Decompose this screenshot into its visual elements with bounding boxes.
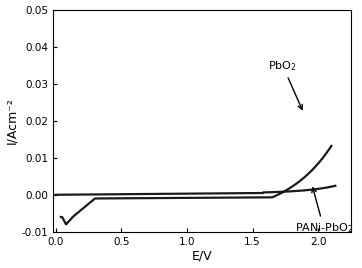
Y-axis label: I/Acm⁻²: I/Acm⁻² (5, 97, 18, 144)
Text: PbO$_2$: PbO$_2$ (268, 59, 302, 109)
Text: PANi-PbO$_2$: PANi-PbO$_2$ (295, 188, 353, 235)
X-axis label: E/V: E/V (192, 250, 212, 262)
